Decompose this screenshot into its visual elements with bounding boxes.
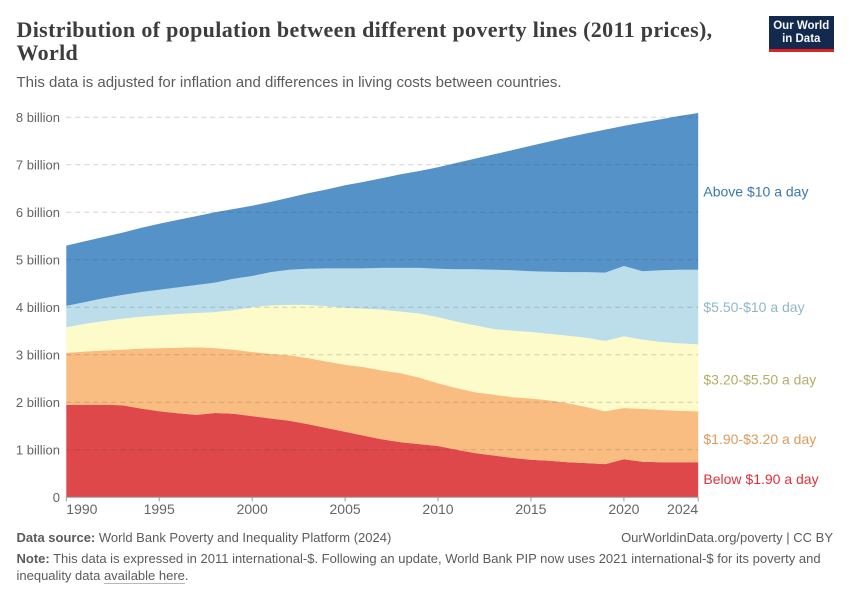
svg-text:0: 0 (53, 490, 60, 505)
svg-text:$3.20-$5.50 a day: $3.20-$5.50 a day (703, 372, 816, 388)
svg-text:2020: 2020 (608, 501, 639, 517)
svg-text:$5.50-$10 a day: $5.50-$10 a day (703, 299, 804, 315)
svg-text:2000: 2000 (237, 501, 268, 517)
svg-text:1995: 1995 (144, 501, 175, 517)
svg-text:2005: 2005 (330, 501, 361, 517)
svg-text:2024: 2024 (667, 501, 698, 517)
svg-text:2010: 2010 (422, 501, 453, 517)
svg-text:6 billion: 6 billion (16, 205, 60, 220)
svg-text:4 billion: 4 billion (16, 300, 60, 315)
svg-text:2 billion: 2 billion (16, 395, 60, 410)
svg-text:3 billion: 3 billion (16, 348, 60, 363)
svg-text:2015: 2015 (515, 501, 546, 517)
svg-text:1990: 1990 (66, 501, 97, 517)
svg-text:1 billion: 1 billion (16, 443, 60, 458)
svg-text:Above $10 a day: Above $10 a day (703, 183, 808, 199)
svg-text:5 billion: 5 billion (16, 253, 60, 268)
svg-text:7 billion: 7 billion (16, 158, 60, 173)
svg-text:$1.90-$3.20 a day: $1.90-$3.20 a day (703, 431, 816, 447)
svg-text:Below $1.90 a day: Below $1.90 a day (703, 471, 818, 487)
svg-text:8 billion: 8 billion (16, 110, 60, 125)
